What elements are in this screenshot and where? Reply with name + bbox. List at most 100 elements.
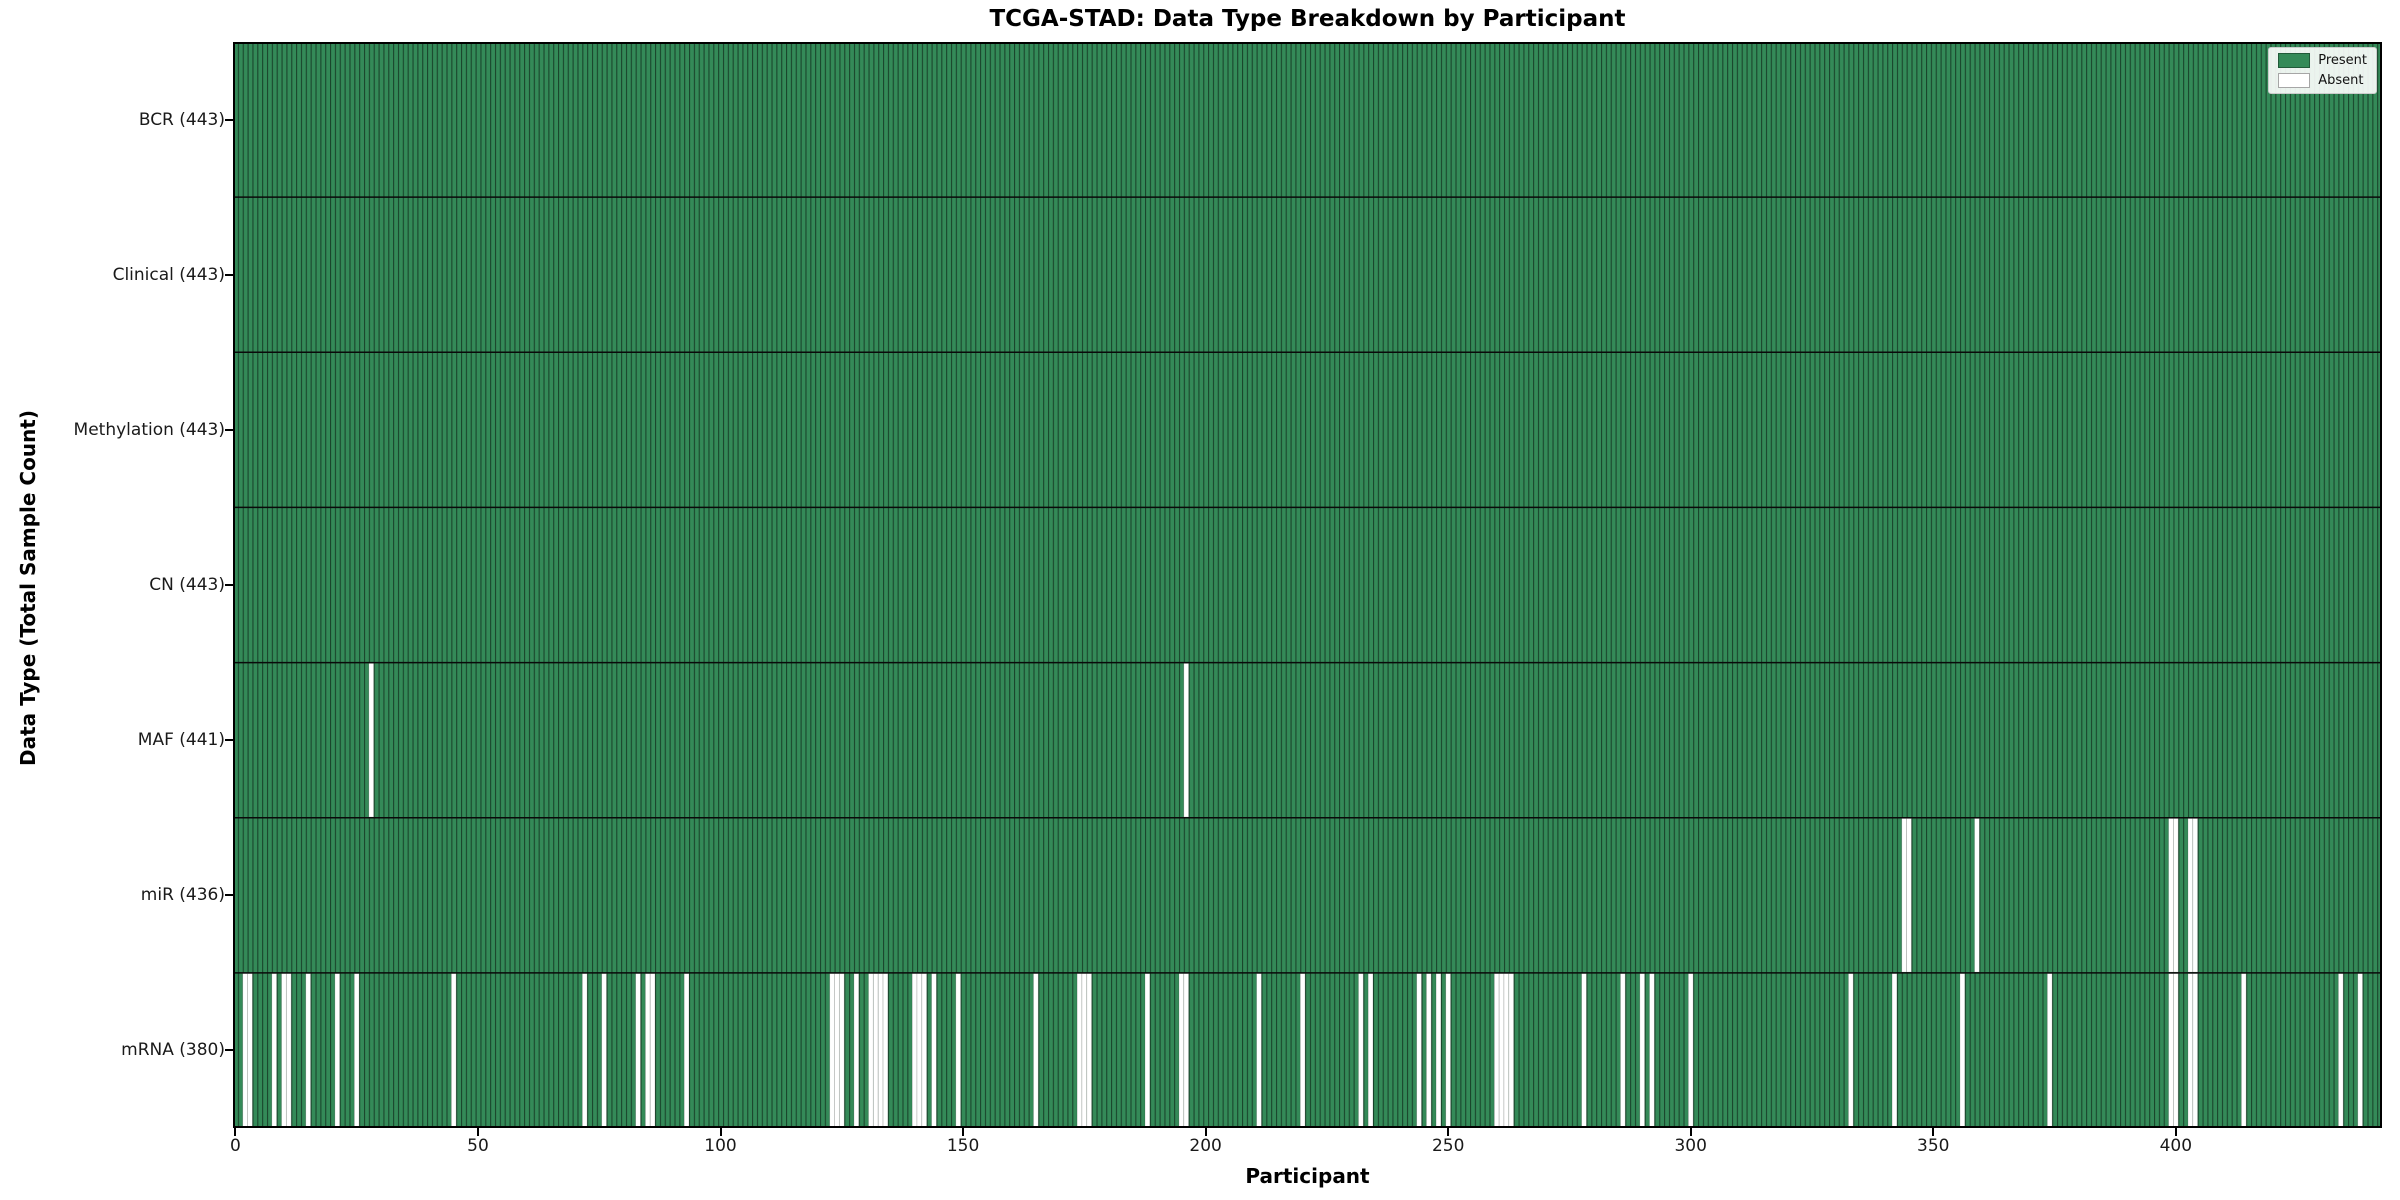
x-tick-label-350: 350: [1917, 1136, 1950, 1156]
absent-cell: [931, 973, 937, 1128]
x-tick-label-400: 400: [2159, 1136, 2193, 1156]
absent-cell: [1891, 973, 1898, 1128]
row-clinical: [233, 197, 2382, 353]
absent-cell: [1639, 973, 1646, 1128]
x-tick-mark: [1447, 1128, 1450, 1136]
row-cn: [233, 507, 2382, 663]
row-maf: [233, 662, 2382, 818]
absent-cell: [247, 973, 253, 1128]
y-tick-label-cn: CN (443): [149, 575, 225, 595]
y-tick-label-mrna: mRNA (380): [121, 1040, 225, 1061]
x-tick-mark: [719, 1128, 722, 1136]
absent-cell: [1901, 818, 1908, 973]
heatmap-svg: [233, 42, 2382, 1128]
absent-cell: [2168, 818, 2174, 973]
absent-cell: [1086, 973, 1093, 1128]
y-tick-label-maf: MAF (441): [137, 730, 225, 751]
x-tick-mark: [1204, 1128, 1207, 1136]
x-tick-mark: [476, 1128, 479, 1136]
x-tick-label-150: 150: [946, 1136, 980, 1156]
absent-cell: [2187, 973, 2194, 1128]
absent-cell: [1445, 973, 1452, 1128]
absent-cell: [1183, 973, 1190, 1128]
absent-cell: [1959, 973, 1966, 1128]
absent-cell: [2046, 973, 2053, 1128]
x-tick-label-250: 250: [1431, 1136, 1465, 1156]
absent-cell: [2337, 973, 2344, 1128]
y-tick-label-clinical: Clinical (443): [112, 264, 225, 285]
absent-cell: [877, 973, 884, 1128]
absent-cell: [2192, 818, 2199, 973]
y-tick-label-methylation: Methylation (443): [73, 419, 225, 440]
absent-cell: [868, 973, 874, 1128]
row-bcr: [233, 42, 2382, 198]
x-tick-mark: [962, 1128, 965, 1136]
row-mir: [233, 817, 2382, 973]
absent-cell: [1183, 662, 1190, 818]
absent-cell: [1256, 973, 1262, 1128]
absent-cell: [1498, 973, 1505, 1128]
absent-cell: [285, 973, 292, 1128]
absent-cell: [829, 973, 835, 1128]
absent-cell: [1581, 973, 1587, 1128]
absent-cell: [644, 973, 651, 1128]
plot-area: Present Absent: [233, 42, 2382, 1128]
absent-cell: [1178, 973, 1185, 1128]
absent-cell: [1503, 973, 1510, 1128]
absent-cell: [281, 973, 287, 1128]
absent-cell: [1435, 973, 1442, 1128]
absent-cell: [955, 973, 962, 1128]
absent-cell: [1425, 973, 1432, 1128]
legend-entry-present: Present: [2278, 53, 2367, 68]
x-tick-label-300: 300: [1674, 1136, 1707, 1156]
absent-cell: [368, 662, 375, 818]
absent-cell: [1508, 973, 1515, 1128]
absent-cell: [1358, 973, 1364, 1128]
plot-border: [233, 42, 2382, 1128]
absent-cell: [916, 973, 923, 1128]
absent-cell: [882, 973, 889, 1128]
y-tick-mark: [225, 584, 233, 586]
absent-cell: [334, 973, 341, 1128]
absent-cell: [1687, 973, 1694, 1128]
y-tick-label-bcr: BCR (443): [138, 109, 225, 130]
absent-cell: [271, 973, 278, 1128]
x-tick-mark: [234, 1128, 237, 1136]
x-tick-mark: [1689, 1128, 1692, 1136]
y-tick-mark: [225, 894, 233, 897]
y-axis-label: Data Type (Total Sample Count): [16, 409, 40, 767]
absent-cell: [242, 973, 248, 1128]
legend-label-absent: Absent: [2318, 73, 2364, 88]
x-tick-label-0: 0: [230, 1136, 241, 1156]
absent-cell: [635, 973, 641, 1128]
absent-cell: [1081, 973, 1088, 1128]
y-tick-mark: [225, 1049, 233, 1052]
legend-label-present: Present: [2318, 53, 2367, 68]
absent-cell: [921, 973, 928, 1128]
x-tick-label-50: 50: [467, 1136, 489, 1156]
absent-cell: [1906, 818, 1912, 973]
row-mrna: [233, 972, 2382, 1128]
y-tick-label-mir: miR (436): [140, 885, 225, 906]
absent-cell: [2173, 973, 2179, 1128]
absent-cell: [1649, 973, 1655, 1128]
y-tick-mark: [225, 273, 233, 276]
absent-cell: [581, 973, 588, 1128]
absent-cell: [2173, 818, 2179, 973]
absent-cell: [305, 973, 312, 1128]
chart-title: TCGA-STAD: Data Type Breakdown by Partic…: [989, 6, 1626, 32]
absent-cell: [911, 973, 918, 1128]
x-tick-label-200: 200: [1189, 1136, 1222, 1156]
absent-cell: [353, 973, 360, 1128]
x-tick-label-100: 100: [704, 1136, 737, 1156]
absent-cell: [1974, 818, 1980, 973]
absent-cell: [872, 973, 879, 1128]
absent-cell: [1033, 973, 1039, 1128]
absent-cell: [1493, 973, 1500, 1128]
absent-cell: [2240, 973, 2247, 1128]
absent-cell: [853, 973, 860, 1128]
absent-swatch-icon: [2278, 73, 2311, 88]
x-tick-mark: [1932, 1128, 1935, 1136]
absent-cell: [649, 973, 656, 1128]
